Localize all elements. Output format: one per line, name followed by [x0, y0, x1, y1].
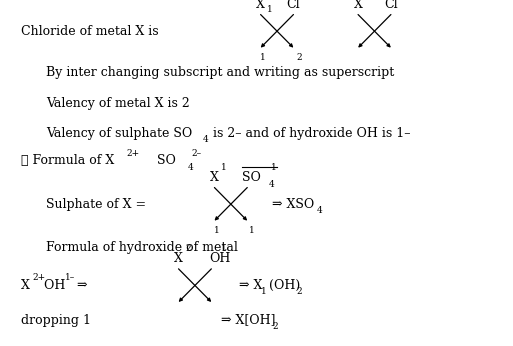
Text: 4: 4 — [317, 206, 323, 215]
Text: ⇒ X[OH]: ⇒ X[OH] — [221, 313, 275, 327]
Text: ⇒ X: ⇒ X — [239, 279, 262, 292]
Text: 2: 2 — [273, 322, 279, 331]
Text: Cl: Cl — [384, 0, 398, 11]
Text: 2: 2 — [297, 287, 302, 296]
Text: 2: 2 — [185, 244, 190, 253]
Text: OH: OH — [40, 279, 65, 292]
Text: 2–: 2– — [191, 149, 202, 158]
Text: 1: 1 — [214, 226, 220, 235]
Text: OH: OH — [209, 252, 230, 265]
Text: X: X — [256, 0, 265, 11]
Text: Formula of hydroxide of metal: Formula of hydroxide of metal — [46, 241, 238, 254]
Text: ⇒ XSO: ⇒ XSO — [272, 198, 314, 211]
Text: 1: 1 — [261, 287, 266, 296]
Text: 2+: 2+ — [32, 273, 46, 282]
Text: Chloride of metal X is: Chloride of metal X is — [21, 25, 158, 38]
Text: X: X — [21, 279, 29, 292]
Text: 1: 1 — [271, 163, 277, 172]
Text: is 2– and of hydroxide OH is 1–: is 2– and of hydroxide OH is 1– — [209, 127, 411, 140]
Text: ∴ Formula of X: ∴ Formula of X — [21, 154, 114, 167]
Text: 1: 1 — [267, 5, 273, 14]
Text: By inter changing subscript and writing as superscript: By inter changing subscript and writing … — [46, 66, 394, 79]
Text: 1: 1 — [221, 244, 227, 253]
Text: SO: SO — [141, 154, 176, 167]
Text: Valency of metal X is 2: Valency of metal X is 2 — [46, 97, 190, 110]
Text: X: X — [210, 171, 219, 184]
Text: dropping 1: dropping 1 — [21, 313, 90, 327]
Text: 1–: 1– — [65, 273, 75, 282]
Text: Sulphate of X =: Sulphate of X = — [46, 198, 146, 211]
Text: 4: 4 — [268, 180, 274, 189]
Text: 1: 1 — [260, 53, 266, 62]
Text: ⇒: ⇒ — [73, 279, 87, 292]
Text: Valency of sulphate SO: Valency of sulphate SO — [46, 127, 192, 140]
Text: 2+: 2+ — [127, 149, 140, 158]
Text: 1: 1 — [248, 226, 254, 235]
Text: 4: 4 — [203, 135, 208, 144]
Text: 2: 2 — [297, 53, 302, 62]
Text: SO: SO — [242, 171, 261, 184]
Text: X: X — [174, 252, 183, 265]
Text: X: X — [353, 0, 363, 11]
Text: (OH): (OH) — [265, 279, 300, 292]
Text: 1: 1 — [221, 163, 227, 172]
Text: Cl: Cl — [287, 0, 300, 11]
Text: 4: 4 — [188, 163, 193, 172]
